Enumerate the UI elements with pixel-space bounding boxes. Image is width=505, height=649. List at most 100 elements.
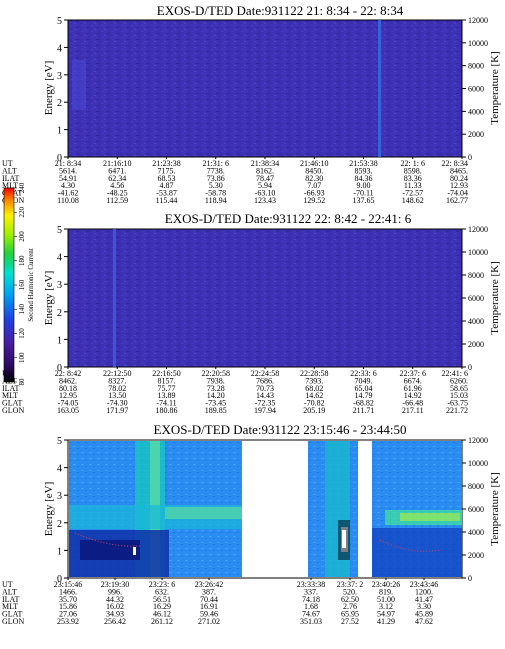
- orbit-row-label: ILAT: [2, 384, 19, 393]
- y2tick-label: 4000: [468, 107, 484, 116]
- y2tick-label: 8000: [468, 62, 484, 71]
- orbit-cell: 16.02: [106, 602, 124, 611]
- colorbar-tick-label: 140: [18, 304, 26, 315]
- colorbar-tick-label: 180: [18, 255, 26, 266]
- orbit-cell: 3.30: [417, 602, 431, 611]
- orbit-cell: 22:12:50: [103, 369, 131, 378]
- orbit-cell: 44.32: [106, 595, 124, 604]
- orbit-cell: 82.30: [305, 174, 323, 183]
- orbit-cell: 21:23:38: [152, 159, 180, 168]
- orbit-cell: 23:43:46: [410, 580, 438, 589]
- panel-3-title: EXOS-D/TED Date:931122 23:15:46 - 23:44:…: [154, 422, 407, 437]
- orbit-cell: 23:37: 2: [337, 580, 363, 589]
- orbit-cell: 7686.: [256, 376, 274, 385]
- orbit-cell: -74.30: [107, 399, 128, 408]
- orbit-cell: 6260.: [450, 376, 468, 385]
- ytick-label: 0: [57, 153, 62, 164]
- orbit-cell: 21:46:10: [300, 159, 328, 168]
- orbit-cell: 8157.: [158, 376, 176, 385]
- orbit-cell: 14.43: [256, 391, 274, 400]
- ytick-label: 3: [57, 71, 62, 82]
- orbit-cell: 137.65: [353, 196, 375, 205]
- orbit-cell: 180.86: [156, 406, 178, 415]
- orbit-cell: 4.87: [160, 181, 174, 190]
- orbit-cell: 23:19:30: [101, 580, 129, 589]
- orbit-cell: 8162.: [256, 166, 274, 175]
- colorbar-tick-label: 200: [18, 231, 26, 242]
- orbit-cell: 387.: [202, 587, 216, 596]
- orbit-cell: -72.57: [402, 189, 423, 198]
- orbit-cell: 15.86: [59, 602, 77, 611]
- colorbar-gradient: [3, 187, 15, 383]
- orbit-cell: 54.91: [59, 174, 77, 183]
- orbit-cell: -72.35: [255, 399, 276, 408]
- orbit-cell: 14.20: [207, 391, 225, 400]
- orbit-cell: -66.48: [402, 399, 423, 408]
- y2tick-label: 0: [468, 574, 472, 583]
- orbit-cell: -70.11: [353, 189, 373, 198]
- orbit-cell: 27.06: [59, 610, 77, 619]
- panel-2-ylabel: Energy [eV]: [43, 271, 55, 325]
- orbit-cell: 65.95: [341, 610, 359, 619]
- colorbar-label: Second Harmonic Current: [27, 248, 35, 322]
- panel-2-vertical-streak: [113, 229, 116, 367]
- ytick-label: 2: [57, 519, 62, 530]
- ytick-label: 5: [57, 16, 62, 27]
- y2tick-label: 2000: [468, 340, 484, 349]
- orbit-cell: 118.94: [205, 196, 227, 205]
- orbit-cell: 59.46: [200, 610, 218, 619]
- orbit-cell: 75.77: [158, 384, 176, 393]
- orbit-cell: 22:33: 6: [350, 369, 376, 378]
- orbit-cell: 54.97: [377, 610, 395, 619]
- orbit-cell: 22:28:58: [300, 369, 328, 378]
- orbit-cell: 84.36: [355, 174, 373, 183]
- y2tick-label: 6000: [468, 294, 484, 303]
- colorbar-tick-label: 240: [18, 182, 26, 193]
- orbit-cell: 80.24: [450, 174, 468, 183]
- orbit-cell: 21:53:38: [349, 159, 377, 168]
- orbit-cell: 8465.: [450, 166, 468, 175]
- orbit-cell: 3.12: [379, 602, 393, 611]
- orbit-cell: 68.53: [158, 174, 176, 183]
- orbit-cell: 123.43: [254, 196, 276, 205]
- panel-2-title: EXOS-D/TED Date:931122 22: 8:42 - 22:41:…: [165, 211, 412, 226]
- orbit-cell: 21: 8:34: [55, 159, 81, 168]
- orbit-cell: 632.: [155, 587, 169, 596]
- orbit-cell: 253.92: [57, 617, 79, 626]
- orbit-cell: 58.65: [450, 384, 468, 393]
- panel-2-y2label: Temperature [K]: [489, 261, 501, 334]
- y2tick-label: 8000: [468, 271, 484, 280]
- orbit-cell: 80.18: [59, 384, 77, 393]
- ytick-label: 5: [57, 436, 62, 447]
- orbit-cell: 22: 1: 6: [401, 159, 425, 168]
- orbit-cell: -74.04: [447, 189, 468, 198]
- panel-2-plot-area: [67, 228, 463, 368]
- orbit-cell: 7175.: [158, 166, 176, 175]
- orbit-cell: 22:41: 6: [442, 369, 468, 378]
- orbit-cell: 22: 8:34: [442, 159, 468, 168]
- orbit-cell: 22:24:58: [251, 369, 279, 378]
- orbit-cell: 171.97: [106, 406, 128, 415]
- ytick-label: 3: [57, 280, 62, 291]
- orbit-cell: 14.62: [305, 391, 323, 400]
- orbit-row-label: MLT: [2, 391, 18, 400]
- orbit-row-label: MLT: [2, 602, 18, 611]
- orbit-cell: 23:23: 6: [149, 580, 175, 589]
- orbit-cell: 7049.: [355, 376, 373, 385]
- y2tick-label: 10000: [468, 459, 488, 468]
- orbit-cell: 16.29: [153, 602, 171, 611]
- orbit-cell: 22: 8:42: [55, 369, 81, 378]
- orbit-cell: 217.11: [402, 406, 424, 415]
- orbit-cell: -74.11: [156, 399, 176, 408]
- orbit-cell: 261.12: [151, 617, 173, 626]
- orbit-cell: 56.51: [153, 595, 171, 604]
- orbit-cell: 5614.: [59, 166, 77, 175]
- ytick-label: 4: [57, 43, 62, 54]
- orbit-cell: 45.89: [415, 610, 433, 619]
- panel-1-title: EXOS-D/TED Date:931122 21: 8:34 - 22: 8:…: [157, 3, 404, 18]
- orbit-cell: 21:16:10: [103, 159, 131, 168]
- orbit-cell: -68.82: [353, 399, 374, 408]
- orbit-cell: 22:16:50: [152, 369, 180, 378]
- ytick-label: 2: [57, 308, 62, 319]
- orbit-cell: 162.77: [446, 196, 468, 205]
